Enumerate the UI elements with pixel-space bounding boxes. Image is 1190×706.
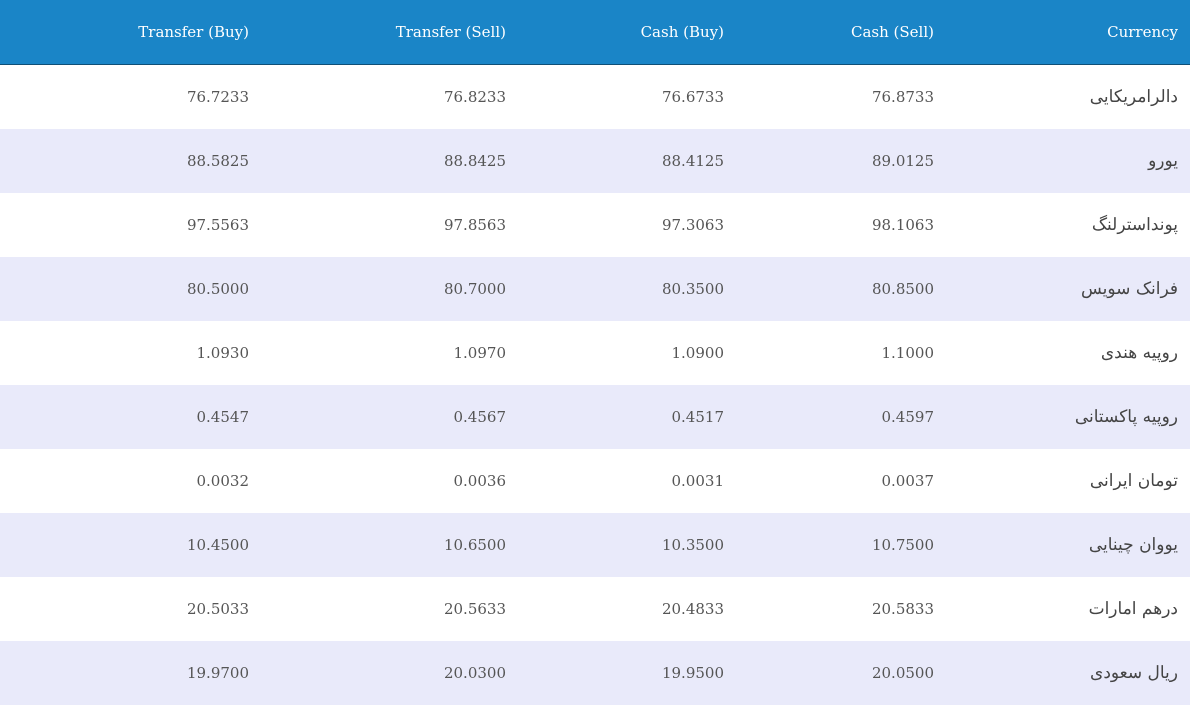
- transfer-buy-cell: 0.4547: [0, 385, 260, 449]
- header-cash-buy: Cash (Buy): [517, 0, 734, 65]
- transfer-sell-cell: 80.7000: [260, 257, 517, 321]
- table-body: 76.7233 76.8233 76.6733 76.8733 دالرامری…: [0, 64, 1190, 705]
- transfer-sell-cell: 0.0036: [260, 449, 517, 513]
- table-row: 19.9700 20.0300 19.9500 20.0500 ریال سعو…: [0, 641, 1190, 705]
- transfer-buy-cell: 88.5825: [0, 129, 260, 193]
- table-row: 10.4500 10.6500 10.3500 10.7500 یووان چی…: [0, 513, 1190, 577]
- header-row: Transfer (Buy) Transfer (Sell) Cash (Buy…: [0, 0, 1190, 65]
- currency-name-cell: دالرامریکایی: [944, 64, 1190, 129]
- cash-buy-cell: 19.9500: [517, 641, 734, 705]
- cash-buy-cell: 10.3500: [517, 513, 734, 577]
- cash-sell-cell: 98.1063: [734, 193, 944, 257]
- transfer-buy-cell: 76.7233: [0, 64, 260, 129]
- transfer-buy-cell: 20.5033: [0, 577, 260, 641]
- cash-buy-cell: 97.3063: [517, 193, 734, 257]
- transfer-sell-cell: 20.5633: [260, 577, 517, 641]
- table-row: 76.7233 76.8233 76.6733 76.8733 دالرامری…: [0, 64, 1190, 129]
- header-transfer-sell: Transfer (Sell): [260, 0, 517, 65]
- cash-sell-cell: 89.0125: [734, 129, 944, 193]
- cash-buy-cell: 80.3500: [517, 257, 734, 321]
- transfer-buy-cell: 0.0032: [0, 449, 260, 513]
- transfer-buy-cell: 10.4500: [0, 513, 260, 577]
- cash-buy-cell: 20.4833: [517, 577, 734, 641]
- transfer-sell-cell: 76.8233: [260, 64, 517, 129]
- transfer-sell-cell: 20.0300: [260, 641, 517, 705]
- header-transfer-buy: Transfer (Buy): [0, 0, 260, 65]
- currency-name-cell: روپیه هندی: [944, 321, 1190, 385]
- table-row: 88.5825 88.8425 88.4125 89.0125 یورو: [0, 129, 1190, 193]
- table-row: 0.4547 0.4567 0.4517 0.4597 روپیه پاکستا…: [0, 385, 1190, 449]
- transfer-sell-cell: 0.4567: [260, 385, 517, 449]
- table-row: 80.5000 80.7000 80.3500 80.8500 فرانک سو…: [0, 257, 1190, 321]
- currency-name-cell: فرانک سویس: [944, 257, 1190, 321]
- transfer-sell-cell: 10.6500: [260, 513, 517, 577]
- table-header: Transfer (Buy) Transfer (Sell) Cash (Buy…: [0, 0, 1190, 65]
- transfer-sell-cell: 97.8563: [260, 193, 517, 257]
- transfer-sell-cell: 88.8425: [260, 129, 517, 193]
- cash-buy-cell: 88.4125: [517, 129, 734, 193]
- cash-sell-cell: 0.0037: [734, 449, 944, 513]
- currency-name-cell: تومان ایرانی: [944, 449, 1190, 513]
- cash-buy-cell: 1.0900: [517, 321, 734, 385]
- currency-name-cell: ریال سعودی: [944, 641, 1190, 705]
- cash-sell-cell: 20.0500: [734, 641, 944, 705]
- header-currency: Currency: [944, 0, 1190, 65]
- transfer-buy-cell: 1.0930: [0, 321, 260, 385]
- cash-buy-cell: 0.4517: [517, 385, 734, 449]
- cash-sell-cell: 20.5833: [734, 577, 944, 641]
- currency-name-cell: پونداسترلنگ: [944, 193, 1190, 257]
- cash-buy-cell: 76.6733: [517, 64, 734, 129]
- cash-sell-cell: 1.1000: [734, 321, 944, 385]
- currency-name-cell: روپیه پاکستانی: [944, 385, 1190, 449]
- header-cash-sell: Cash (Sell): [734, 0, 944, 65]
- cash-buy-cell: 0.0031: [517, 449, 734, 513]
- transfer-buy-cell: 19.9700: [0, 641, 260, 705]
- currency-name-cell: یورو: [944, 129, 1190, 193]
- transfer-buy-cell: 97.5563: [0, 193, 260, 257]
- table-row: 97.5563 97.8563 97.3063 98.1063 پونداستر…: [0, 193, 1190, 257]
- cash-sell-cell: 80.8500: [734, 257, 944, 321]
- cash-sell-cell: 76.8733: [734, 64, 944, 129]
- table-row: 20.5033 20.5633 20.4833 20.5833 درهم اما…: [0, 577, 1190, 641]
- table-row: 1.0930 1.0970 1.0900 1.1000 روپیه هندی: [0, 321, 1190, 385]
- transfer-sell-cell: 1.0970: [260, 321, 517, 385]
- currency-name-cell: درهم امارات: [944, 577, 1190, 641]
- transfer-buy-cell: 80.5000: [0, 257, 260, 321]
- table-row: 0.0032 0.0036 0.0031 0.0037 تومان ایرانی: [0, 449, 1190, 513]
- cash-sell-cell: 0.4597: [734, 385, 944, 449]
- cash-sell-cell: 10.7500: [734, 513, 944, 577]
- currency-name-cell: یووان چینایی: [944, 513, 1190, 577]
